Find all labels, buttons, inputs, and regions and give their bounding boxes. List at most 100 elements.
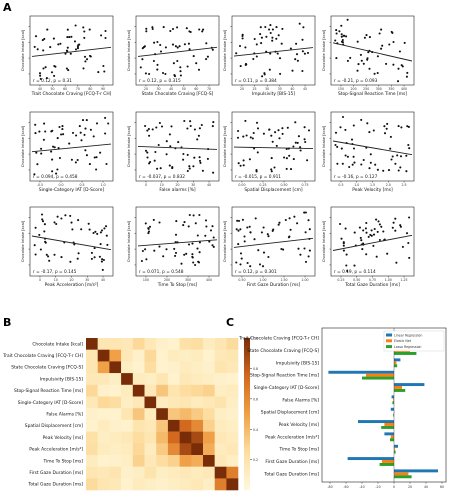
scatter-point <box>303 247 306 250</box>
y-axis-label: Chocolate Intake [kcal] <box>21 125 25 167</box>
scatter-point <box>53 221 56 224</box>
heatmap-cell <box>109 466 122 479</box>
scatter-point <box>45 77 48 80</box>
scatter-point <box>303 138 306 141</box>
x-tick-label: 1.50 <box>280 278 287 282</box>
heatmap-cell <box>179 478 192 491</box>
scatter-point <box>192 214 195 217</box>
scatter-point <box>352 155 355 158</box>
scatter-point <box>33 244 36 247</box>
scatter-point <box>237 243 240 246</box>
scatter-point <box>271 140 274 143</box>
scatter-point <box>52 145 55 148</box>
bar <box>394 450 396 454</box>
scatter-point <box>156 40 159 44</box>
stat-label: r = -0.16, p = 0.127 <box>334 174 378 180</box>
scatter-point <box>47 255 50 258</box>
scatter-point <box>370 229 373 232</box>
heatmap-cell <box>156 408 169 421</box>
scatter-point <box>408 147 411 150</box>
plot-frame <box>330 111 415 182</box>
scatter-point <box>344 128 347 131</box>
scatter-point <box>360 118 363 121</box>
scatter-point <box>270 168 273 171</box>
legend-swatch <box>386 333 392 337</box>
scatter-point <box>389 147 392 150</box>
scatter-point <box>286 126 289 129</box>
scatter-point <box>303 52 306 55</box>
y-axis-label: Chocolate Intake [kcal] <box>223 220 227 262</box>
panel-label-b: B <box>3 316 11 329</box>
scatter-point <box>85 119 88 122</box>
scatter-point <box>172 62 175 65</box>
heatmap-cell <box>203 419 215 432</box>
scatter-point <box>386 122 389 125</box>
bar <box>394 444 398 448</box>
heatmap-cell <box>109 431 122 444</box>
scatter-point <box>406 125 409 128</box>
scatter-point <box>407 143 410 147</box>
heatmap-cell <box>144 408 157 421</box>
scatter-point <box>368 167 371 170</box>
scatter-point <box>342 244 345 247</box>
scatter-point <box>260 231 263 234</box>
coefficient-bar-chart: Trait Chocolate Craving [FCQ-T-r CH] Stat… <box>238 327 447 489</box>
scatter-point <box>93 247 96 250</box>
x-tick-label: 0 <box>145 183 147 187</box>
heatmap-cell <box>226 431 239 444</box>
x-tick-label: 400 <box>206 278 212 282</box>
scatter-point <box>169 145 172 148</box>
scatter-point <box>146 151 149 154</box>
heatmap-cell <box>156 349 169 362</box>
x-tick-label: 0.75 <box>301 183 308 187</box>
scatter-point <box>69 52 72 55</box>
scatter-point <box>192 55 195 58</box>
heatmap-cell <box>179 373 192 385</box>
scatter-point <box>165 248 168 251</box>
scatter-point <box>363 36 366 39</box>
scatter-point <box>239 252 243 255</box>
scatter-point <box>297 135 300 138</box>
scatter-point <box>146 156 149 159</box>
scatter-point <box>170 125 173 128</box>
x-axis-label: Time To Stop [ms] <box>157 282 198 288</box>
scatter-point <box>350 138 354 141</box>
scatter-point <box>44 66 47 69</box>
heatmap-cell <box>226 455 239 467</box>
scatter-point <box>188 167 191 170</box>
x-tick-label: 400 <box>401 87 407 91</box>
scatter-point <box>40 152 43 155</box>
scatter-point <box>104 132 107 135</box>
scatter-point <box>55 172 58 175</box>
scatter-point <box>361 248 364 251</box>
scatter-point <box>341 38 344 42</box>
correlation-heatmap: Chocolate Intake [kcal] Trait Chocolate C… <box>2 337 258 491</box>
x-tick-label: 0.75 <box>369 278 376 282</box>
heatmap-cell <box>86 431 98 444</box>
scatter-point <box>362 158 365 162</box>
scatter-point <box>176 59 179 63</box>
bar <box>347 457 394 461</box>
scatter-point <box>148 225 152 228</box>
stat-label: r = 0.12, p = 0.315 <box>139 78 181 84</box>
scatter-point <box>302 26 305 29</box>
scatter-point <box>186 169 189 173</box>
scatter-point <box>298 22 301 25</box>
scatter-point <box>36 48 39 51</box>
scatter-point <box>269 24 272 27</box>
heatmap-cell <box>86 443 98 456</box>
scatter-point <box>198 28 201 31</box>
scatter-point <box>55 222 58 226</box>
scatter-point <box>360 163 363 166</box>
scatter-subplot: r = 0.19, p = 0.114 0.25 0.50 0.75 1.00 1.25T… <box>322 206 415 288</box>
scatter-point <box>191 242 194 245</box>
scatter-point <box>187 42 190 45</box>
regression-line <box>31 46 112 57</box>
heatmap-cell <box>191 373 204 385</box>
scatter-point <box>76 158 79 162</box>
x-axis-label: Impulsivity [BIS-15] <box>252 91 295 97</box>
scatter-point <box>376 71 379 75</box>
heatmap-cell <box>191 349 204 362</box>
category-label: Spatial Displacement [cm] <box>261 410 319 416</box>
scatter-point <box>81 119 85 122</box>
